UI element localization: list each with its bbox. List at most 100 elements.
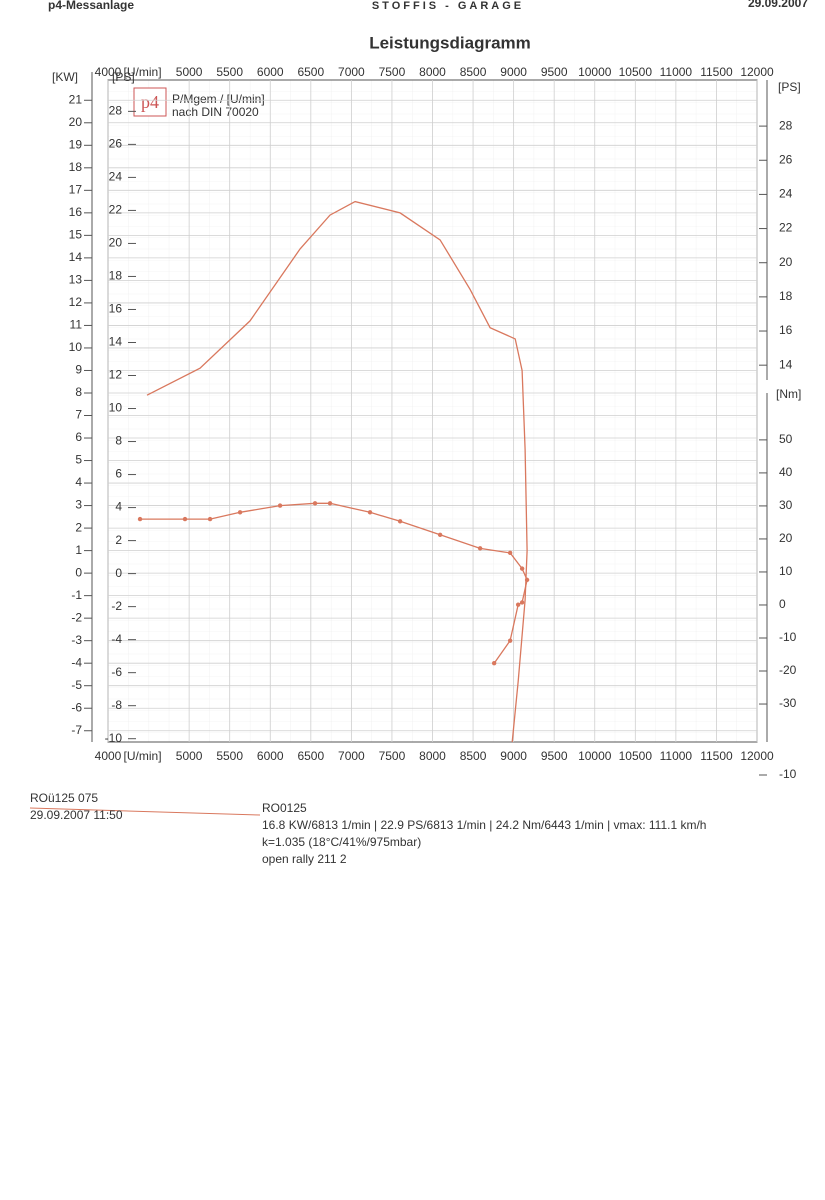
y-tick-label: 15 (69, 228, 83, 242)
footer-right: open rally 211 2 (262, 852, 347, 866)
y-tick-label: 24 (779, 187, 793, 201)
y-tick-label: 6 (75, 430, 82, 444)
x-tick-label: 7500 (379, 65, 406, 79)
y-tick-label: -30 (779, 696, 797, 710)
x-tick-label: 9500 (541, 65, 568, 79)
x-tick-label: 9000 (500, 65, 527, 79)
series-line (146, 200, 528, 743)
y-tick-label: -7 (71, 723, 82, 737)
x-tick-label: 12000 (740, 65, 774, 79)
x-tick-label: 6500 (297, 749, 324, 763)
x-tick-label: 9000 (500, 749, 527, 763)
series-marker (491, 660, 497, 666)
y-tick-label: -10 (779, 767, 797, 781)
legend-line: P/Mgem / [U/min] (172, 92, 265, 106)
y-tick-label: -8 (111, 698, 122, 712)
header-left: p4-Messanlage (48, 0, 134, 12)
y-tick-label: -6 (71, 700, 82, 714)
x-tick-label: 5500 (216, 749, 243, 763)
y-tick-label: -20 (779, 663, 797, 677)
x-tick-label: 6500 (297, 65, 324, 79)
x-tick-label: 8000 (419, 65, 446, 79)
series-marker (182, 516, 188, 522)
header-right: 29.09.2007 (748, 0, 808, 10)
x-tick-label: 8500 (460, 65, 487, 79)
x-axis-label: [U/min] (124, 65, 162, 79)
y-tick-label: 16 (779, 323, 793, 337)
series-marker (207, 516, 213, 522)
x-tick-label: 7000 (338, 749, 365, 763)
header-center: STOFFIS - GARAGE (372, 0, 524, 12)
x-tick-label: 10000 (578, 65, 612, 79)
x-tick-label: 11500 (700, 65, 733, 79)
x-tick-label: 11500 (700, 749, 733, 763)
y-tick-label: 18 (779, 289, 793, 303)
series-marker (137, 516, 143, 522)
series-marker (367, 510, 373, 515)
y-tick-label: -6 (111, 665, 122, 679)
y-tick-label: 18 (69, 160, 83, 174)
y-tick-label: 13 (69, 273, 83, 287)
y-tick-label: 21 (69, 92, 83, 106)
y-tick-label: -1 (71, 588, 82, 602)
y-tick-label: -2 (111, 599, 122, 613)
y-tick-label: -2 (71, 610, 82, 624)
y-tick-label: -10 (779, 630, 797, 644)
x-tick-label: 6000 (257, 65, 284, 79)
y-tick-label: 0 (75, 565, 82, 579)
x-tick-label: 4000 (95, 65, 122, 79)
series-marker (277, 503, 283, 508)
chart-title: Leistungsdiagramm (369, 33, 531, 52)
y-tick-label: 20 (69, 115, 83, 129)
y-axis-label: [PS] (112, 70, 135, 84)
series-marker (515, 602, 521, 607)
y-tick-label: 10 (69, 340, 83, 354)
y-tick-label: 18 (109, 269, 123, 283)
y-axis-label: [KW] (52, 70, 78, 84)
y-tick-label: 24 (109, 170, 123, 184)
series-marker (397, 519, 403, 524)
series-marker (519, 566, 525, 571)
logo: p4 (141, 92, 159, 112)
y-tick-label: 28 (109, 104, 123, 118)
y-tick-label: 9 (75, 363, 82, 377)
x-tick-label: 4000 (95, 749, 122, 763)
y-tick-label: 26 (779, 152, 793, 166)
y-tick-label: 12 (109, 368, 123, 382)
x-tick-label: 6000 (257, 749, 284, 763)
footer-left: ROü125 075 (30, 791, 98, 805)
series-marker (437, 532, 443, 538)
series-marker (477, 546, 483, 551)
legend-line: nach DIN 70020 (172, 105, 259, 119)
y-tick-label: 0 (779, 597, 786, 611)
y-tick-label: 28 (779, 118, 793, 132)
y-tick-label: 1 (75, 543, 82, 557)
y-tick-label: 2 (115, 533, 122, 547)
y-tick-label: 14 (69, 250, 83, 264)
x-tick-label: 10000 (578, 749, 612, 763)
y-tick-label: 22 (779, 221, 793, 235)
series-marker (519, 600, 525, 605)
footer-right: k=1.035 (18°C/41%/975mbar) (262, 835, 421, 849)
y-tick-label: 16 (109, 302, 123, 316)
y-axis-label: [PS] (778, 80, 801, 94)
footer-left: 29.09.2007 11:50 (30, 808, 123, 822)
x-tick-label: 9500 (541, 749, 568, 763)
series-marker (312, 501, 318, 506)
x-axis-label: [U/min] (124, 749, 162, 763)
x-tick-label: 8500 (460, 749, 487, 763)
y-tick-label: 14 (779, 357, 793, 371)
x-tick-label: 8000 (419, 749, 446, 763)
y-tick-label: 0 (115, 566, 122, 580)
x-tick-label: 5000 (176, 749, 203, 763)
x-tick-label: 7000 (338, 65, 365, 79)
x-tick-label: 11000 (660, 749, 693, 763)
y-tick-label: 30 (779, 498, 793, 512)
footer-right: RO0125 (262, 801, 307, 815)
series-marker (524, 577, 530, 583)
y-tick-label: 7 (75, 408, 82, 422)
x-tick-label: 11000 (660, 65, 693, 79)
y-tick-label: 20 (109, 236, 123, 250)
series-marker (327, 501, 333, 506)
